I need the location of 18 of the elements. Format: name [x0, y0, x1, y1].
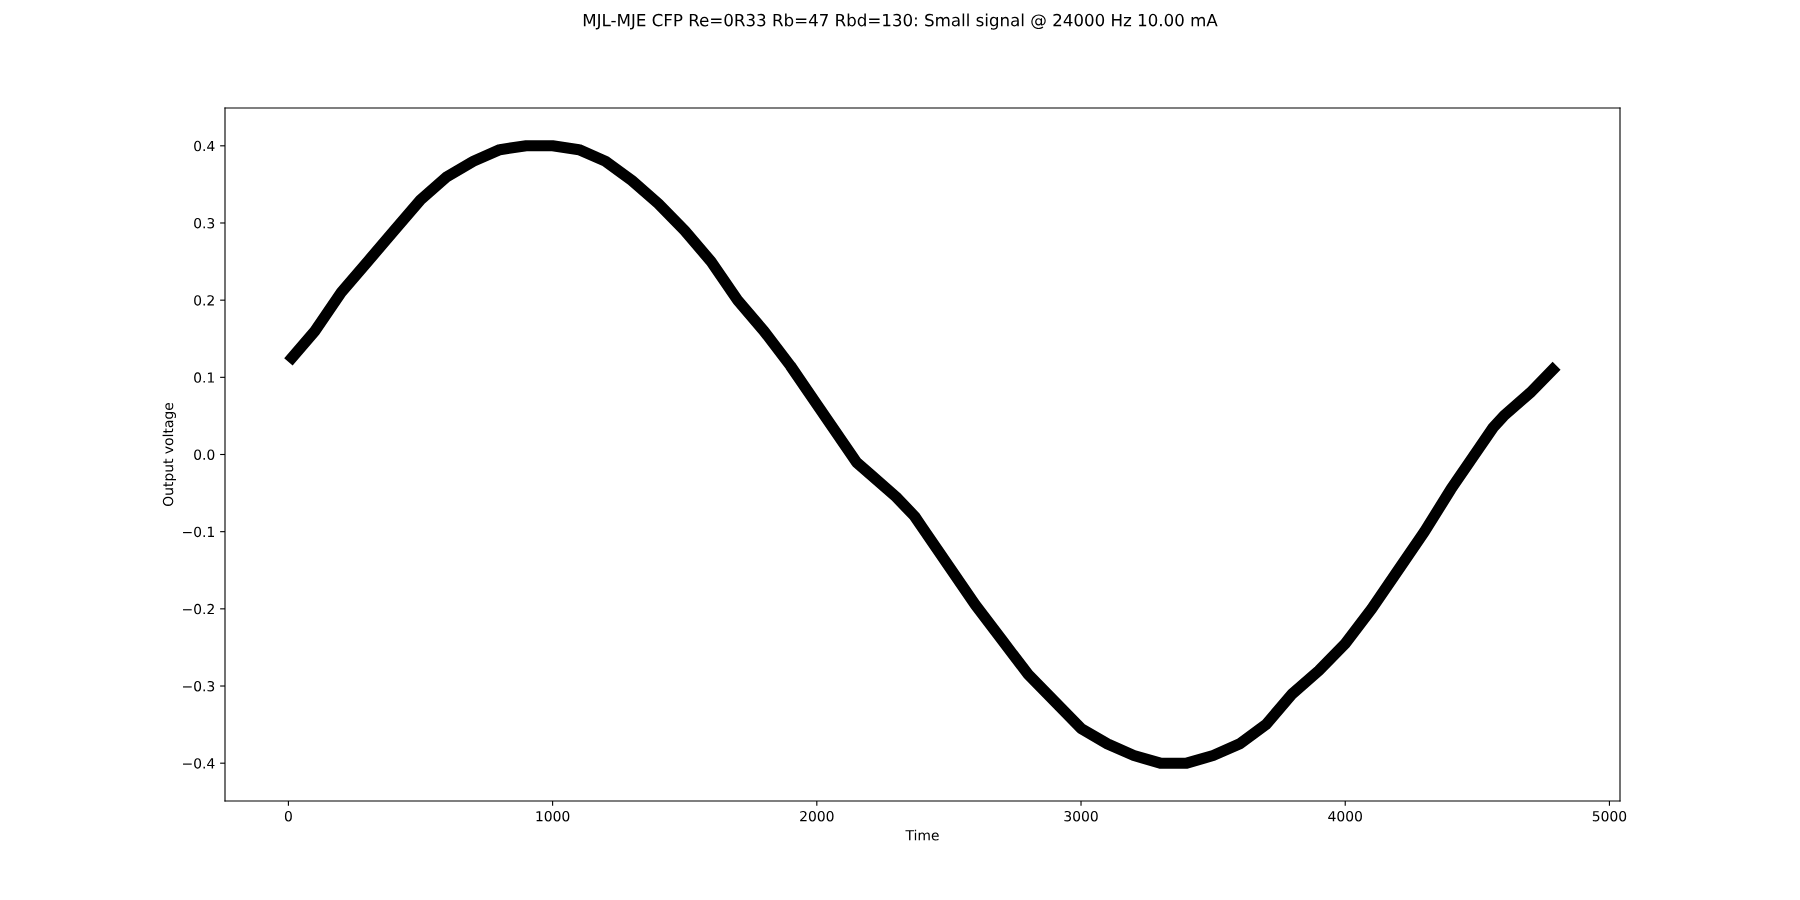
x-tick-label: 3000	[1064, 810, 1098, 822]
y-tick-label: 0.1	[194, 372, 214, 383]
x-tick-label: 0	[284, 810, 292, 822]
y-tick-label: −0.1	[183, 526, 214, 538]
y-tick-label: 0.3	[194, 217, 215, 229]
y-tick-label: 0.0	[194, 449, 215, 460]
y-tick-label: −0.2	[183, 603, 214, 615]
y-tick-label: −0.4	[183, 758, 215, 769]
y-axis-title: Output voltage	[162, 402, 176, 506]
x-tick-label: 5000	[1592, 810, 1627, 822]
x-tick-label: 1000	[536, 810, 570, 822]
x-tick-label: 2000	[800, 810, 834, 822]
x-axis-title: Time	[905, 829, 939, 841]
y-tick-label: 0.2	[194, 295, 214, 306]
x-tick-label: 4000	[1328, 810, 1362, 822]
y-tick-label: 0.4	[194, 140, 215, 152]
y-tick-label: −0.3	[183, 680, 215, 692]
chart-title: MJL-MJE CFP Re=0R33 Rb=47 Rbd=130: Small signal @ 24000 Hz 10.00 mA	[583, 13, 1218, 30]
